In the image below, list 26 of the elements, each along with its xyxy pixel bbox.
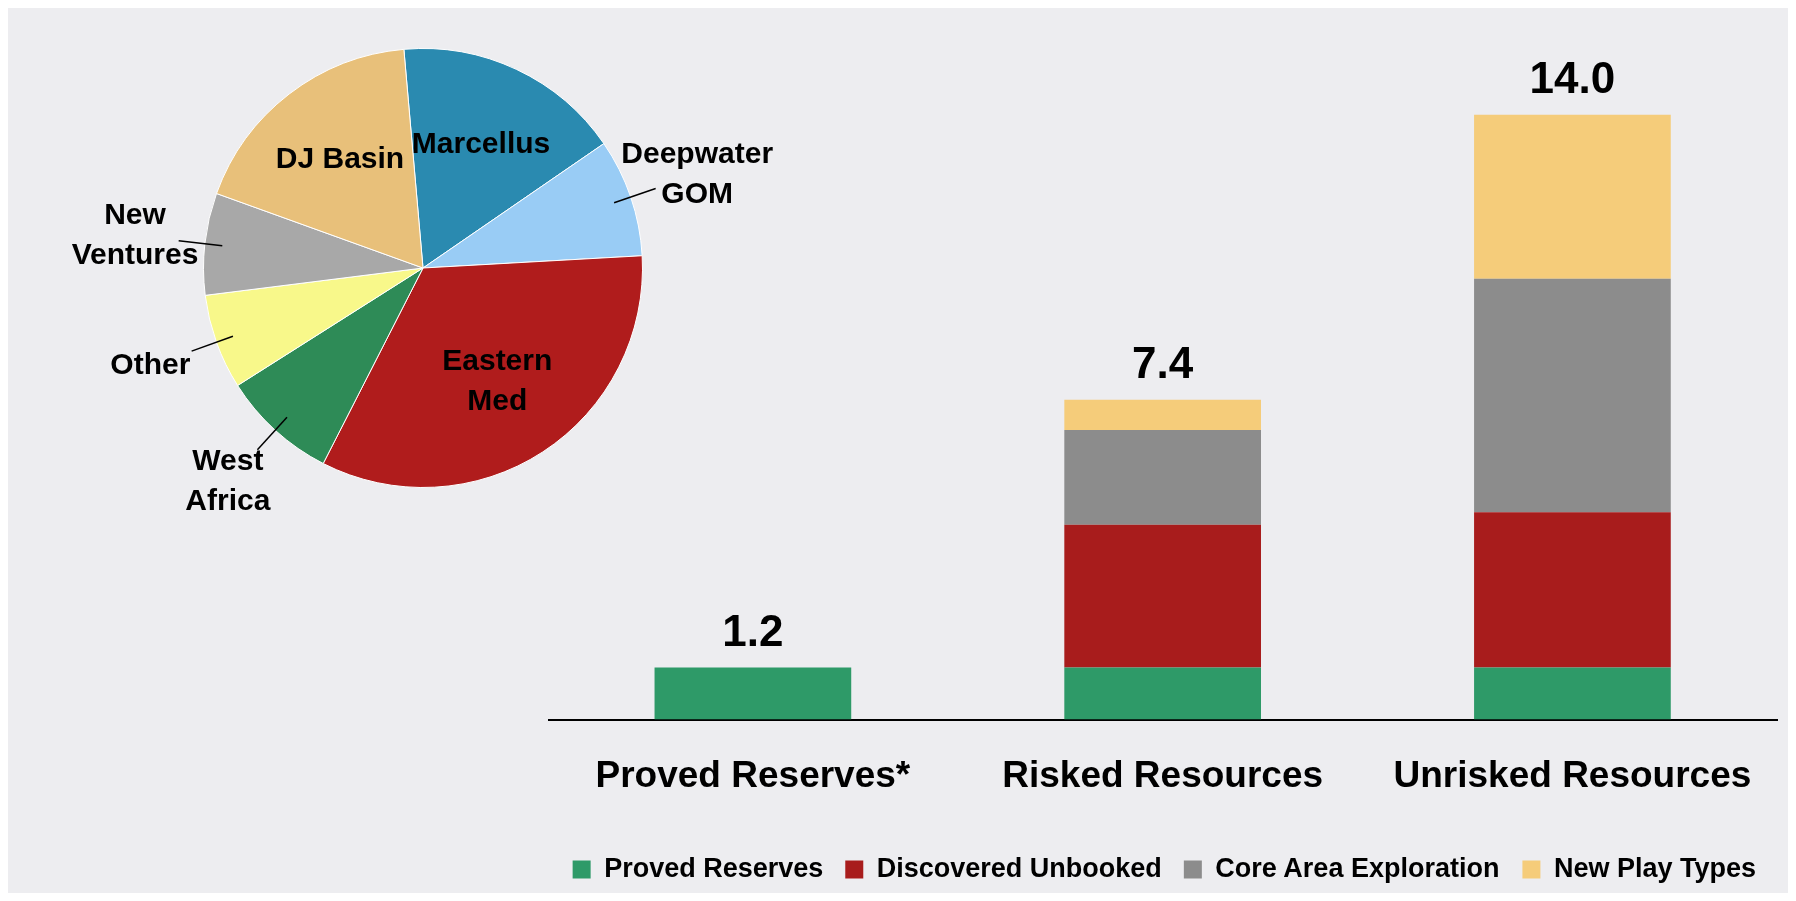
bar	[654, 667, 852, 720]
legend-label: New Play Types	[1553, 852, 1756, 883]
slice-label: West Africa	[185, 443, 271, 517]
slice-label: DJ Basin	[275, 141, 405, 175]
slice-label: Eastern Med	[442, 343, 553, 417]
bar	[1064, 667, 1261, 720]
bar	[1474, 114, 1671, 279]
slice-label: Marcellus	[411, 126, 551, 160]
legend-label: Core Area Exploration	[1215, 852, 1500, 883]
bar	[1064, 524, 1261, 668]
x-tick-label: Proved Reserves*	[595, 754, 911, 795]
bar	[1474, 667, 1671, 720]
annotation: 7.4	[1132, 337, 1194, 387]
bar	[1474, 278, 1671, 513]
legend-label: Proved Reserves	[604, 852, 824, 883]
bar	[1064, 429, 1261, 525]
x-tick-label: Risked Resources	[1002, 754, 1324, 795]
slice-label: Deepwater GOM	[621, 135, 774, 209]
bar	[1474, 512, 1671, 668]
slice-label: New Ventures	[71, 197, 199, 271]
annotation: 14.0	[1529, 52, 1616, 102]
legend-label: Discovered Unbooked	[876, 852, 1162, 883]
x-tick-label: Unrisked Resources	[1393, 754, 1752, 795]
bar	[1064, 399, 1261, 430]
slice-label: Other	[110, 347, 191, 381]
annotation: 1.2	[722, 605, 784, 655]
